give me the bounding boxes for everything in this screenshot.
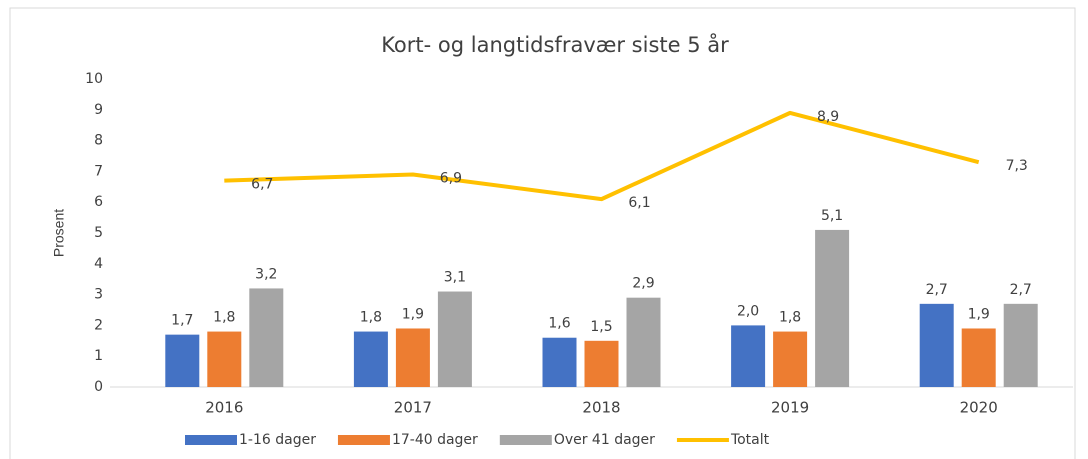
y-tick-label: 9 [94, 102, 103, 118]
legend-label: Over 41 dager [554, 432, 655, 448]
legend-swatch [337, 435, 390, 445]
bar [207, 331, 242, 387]
y-tick-label: 7 [94, 163, 103, 179]
data-label: 6,1 [628, 195, 650, 211]
bar [249, 288, 284, 387]
data-label: 6,9 [440, 170, 462, 186]
y-tick-label: 1 [94, 348, 103, 364]
data-label: 1,9 [968, 306, 990, 322]
data-label: 1,8 [360, 310, 382, 326]
data-label: 2,7 [926, 282, 948, 298]
x-tick-label: 2019 [771, 399, 809, 417]
chart-frame [9, 7, 1076, 459]
data-label: 6,7 [251, 177, 273, 193]
legend-label: 17-40 dager [392, 432, 478, 448]
line [224, 110, 980, 202]
bar [584, 340, 619, 387]
y-tick-label: 3 [94, 287, 103, 303]
data-label: 2,7 [1010, 282, 1032, 298]
chart-title: Kort- og langtidsfravær siste 5 år [381, 32, 729, 57]
x-tick-label: 2017 [394, 399, 432, 417]
bar [961, 328, 996, 387]
bar [542, 337, 577, 387]
bar [919, 303, 954, 387]
bar [395, 328, 430, 387]
y-tick-label: 10 [85, 71, 103, 87]
legend-label: 1-16 dager [239, 432, 316, 448]
data-label: 2,9 [632, 276, 654, 292]
y-tick-label: 6 [94, 194, 103, 210]
y-tick-label: 8 [94, 133, 103, 149]
data-label: 1,8 [779, 310, 801, 326]
data-label: 3,2 [255, 266, 277, 282]
bar [1003, 303, 1038, 387]
data-label: 2,0 [737, 303, 759, 319]
bar [165, 334, 200, 387]
legend-label: Totalt [730, 432, 770, 448]
bar [626, 297, 661, 387]
legend-swatch [185, 435, 237, 445]
data-label: 1,5 [590, 319, 612, 335]
x-tick-label: 2020 [960, 399, 998, 417]
data-label: 7,3 [1006, 158, 1028, 174]
data-label: 5,1 [821, 208, 843, 224]
x-tick-label: 2018 [582, 399, 620, 417]
y-tick-label: 5 [94, 225, 103, 241]
bar [437, 291, 472, 387]
bar [815, 229, 850, 387]
data-label: 3,1 [444, 270, 466, 286]
data-label: 1,6 [548, 316, 570, 332]
bar [773, 331, 808, 387]
data-label: 1,7 [171, 313, 193, 329]
y-axis-label: Prosent [51, 209, 67, 257]
y-tick-label: 4 [94, 256, 103, 272]
data-label: 1,8 [213, 310, 235, 326]
x-tick-label: 2016 [205, 399, 243, 417]
data-label: 1,9 [402, 306, 424, 322]
bar [731, 325, 766, 387]
bar [353, 331, 388, 387]
legend-swatch [499, 435, 552, 445]
y-tick-label: 0 [94, 379, 103, 395]
y-tick-label: 2 [94, 317, 103, 333]
data-label: 8,9 [817, 109, 839, 125]
